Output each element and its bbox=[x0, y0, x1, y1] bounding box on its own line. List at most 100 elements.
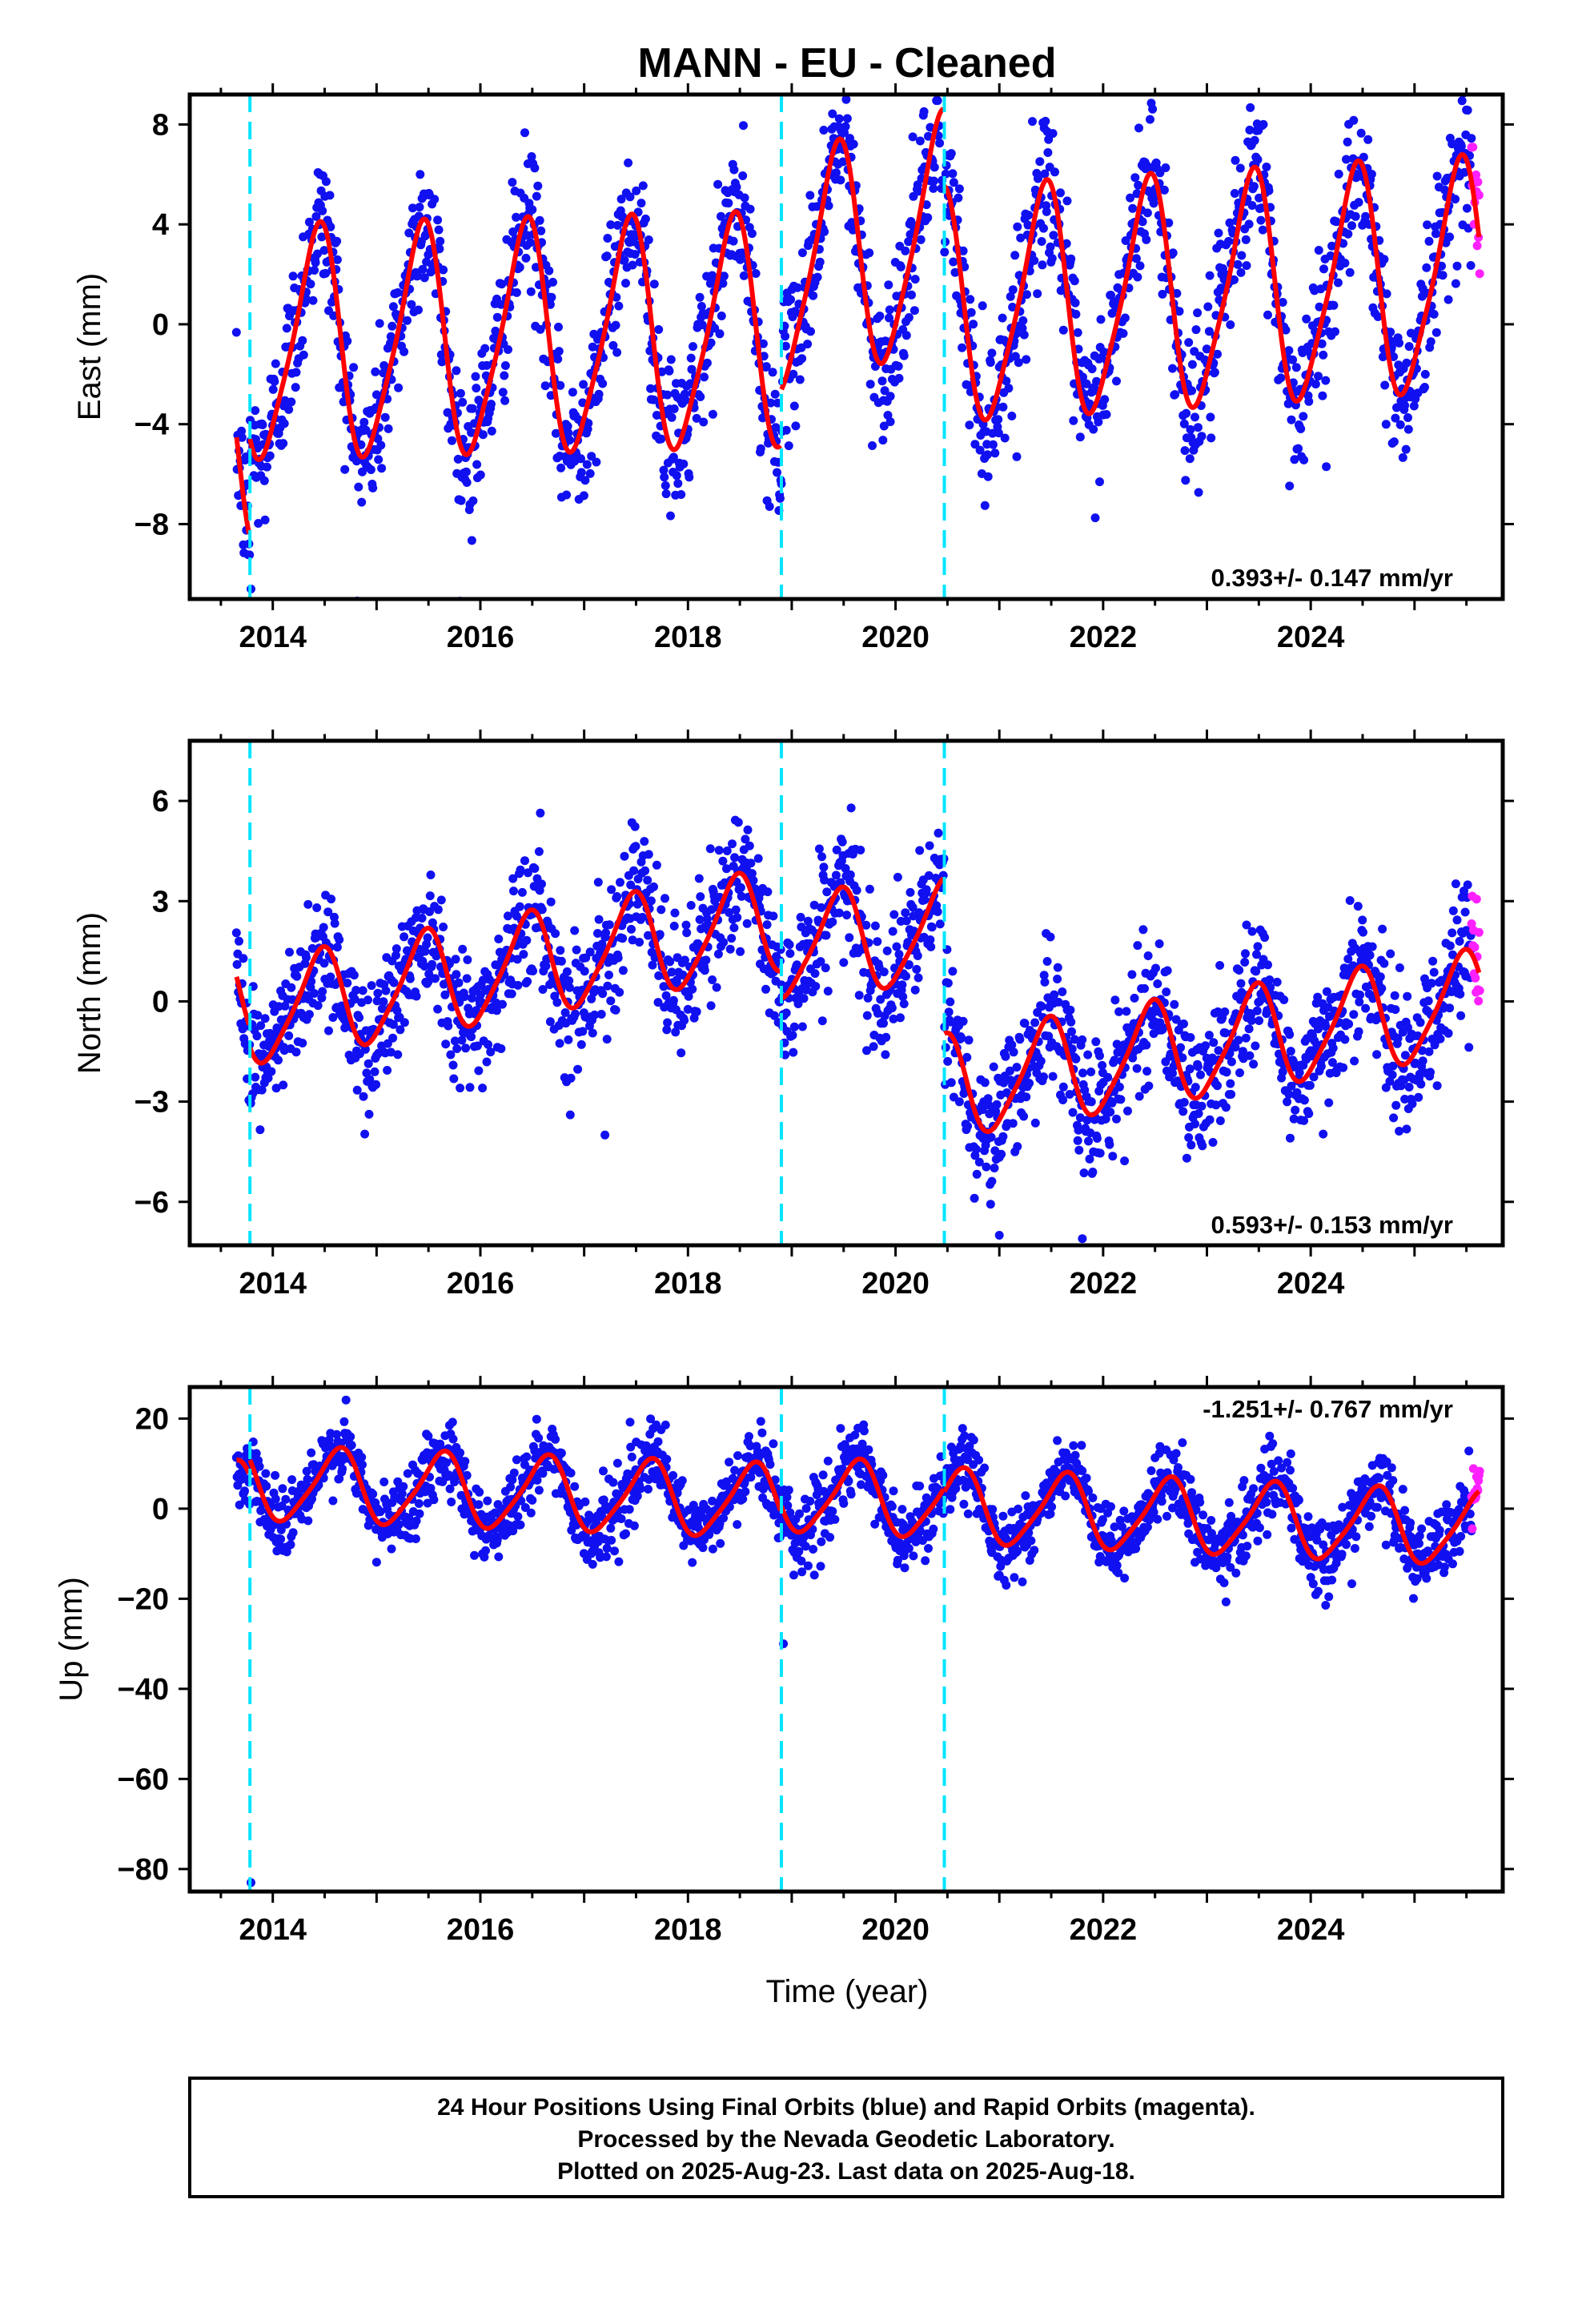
final-point bbox=[1088, 1168, 1098, 1176]
final-point bbox=[1203, 302, 1213, 312]
final-point bbox=[303, 899, 313, 909]
final-point bbox=[986, 1132, 996, 1142]
final-point bbox=[330, 919, 339, 928]
final-point bbox=[435, 244, 444, 254]
final-point bbox=[393, 287, 403, 297]
final-point bbox=[756, 444, 765, 453]
final-point bbox=[692, 1007, 701, 1016]
final-point bbox=[426, 870, 436, 879]
final-point bbox=[1265, 975, 1275, 984]
final-point bbox=[1233, 259, 1243, 269]
final-point bbox=[483, 1496, 492, 1506]
final-point bbox=[1356, 128, 1366, 138]
final-point bbox=[1451, 195, 1460, 204]
final-point bbox=[551, 428, 560, 438]
final-point bbox=[513, 980, 523, 990]
final-point bbox=[1065, 1090, 1074, 1099]
final-point bbox=[371, 1558, 381, 1567]
final-point bbox=[1186, 1140, 1196, 1150]
final-point bbox=[291, 368, 301, 377]
final-point bbox=[1242, 261, 1251, 271]
final-point bbox=[1013, 1142, 1022, 1152]
final-point bbox=[1182, 408, 1191, 418]
final-point bbox=[513, 1512, 523, 1522]
final-point bbox=[963, 1121, 973, 1131]
final-point bbox=[1030, 1018, 1040, 1027]
rapid-point bbox=[1474, 191, 1484, 200]
final-point bbox=[737, 891, 746, 901]
final-point bbox=[1120, 1156, 1130, 1166]
final-point bbox=[747, 869, 757, 879]
final-point bbox=[821, 963, 830, 973]
fit-curve bbox=[234, 976, 251, 1026]
final-point bbox=[1340, 259, 1350, 267]
final-point bbox=[845, 933, 854, 943]
final-point bbox=[1112, 1114, 1121, 1124]
final-point bbox=[611, 320, 620, 330]
final-point bbox=[666, 355, 676, 364]
final-point bbox=[1263, 960, 1272, 970]
final-point bbox=[653, 1437, 663, 1446]
final-point bbox=[1022, 290, 1031, 300]
final-point bbox=[1133, 941, 1142, 951]
final-point bbox=[954, 193, 963, 203]
final-point bbox=[706, 338, 716, 348]
final-point bbox=[817, 1016, 827, 1026]
final-point bbox=[326, 222, 335, 231]
final-point bbox=[789, 1047, 798, 1057]
final-point bbox=[1404, 342, 1414, 352]
final-point bbox=[741, 834, 750, 844]
final-point bbox=[494, 1552, 504, 1562]
final-point bbox=[1439, 185, 1449, 195]
final-point bbox=[383, 424, 393, 433]
final-point bbox=[1164, 218, 1174, 227]
final-point bbox=[238, 1468, 247, 1478]
final-point bbox=[636, 1484, 645, 1494]
final-point bbox=[428, 959, 437, 969]
final-point bbox=[656, 434, 666, 444]
final-point bbox=[630, 250, 640, 259]
final-point bbox=[907, 290, 916, 300]
final-point bbox=[884, 280, 893, 290]
final-point bbox=[1445, 1003, 1455, 1013]
final-point bbox=[894, 373, 904, 383]
final-point bbox=[302, 953, 311, 963]
final-point bbox=[468, 404, 477, 413]
final-point bbox=[1343, 955, 1353, 963]
final-point bbox=[1327, 241, 1337, 251]
final-point bbox=[1019, 330, 1029, 340]
final-point bbox=[665, 957, 675, 967]
final-point bbox=[541, 961, 551, 971]
final-point bbox=[1186, 424, 1195, 434]
final-point bbox=[854, 991, 864, 1000]
final-point bbox=[749, 875, 758, 885]
final-point bbox=[532, 191, 541, 201]
final-point bbox=[1066, 1005, 1075, 1015]
final-point bbox=[1429, 967, 1439, 977]
final-point bbox=[404, 1513, 414, 1522]
final-point bbox=[472, 460, 482, 469]
final-point bbox=[1074, 1125, 1083, 1135]
final-point bbox=[467, 1032, 476, 1042]
final-point bbox=[814, 844, 824, 854]
final-point bbox=[796, 912, 805, 922]
final-point bbox=[631, 842, 640, 851]
final-point bbox=[1415, 1018, 1425, 1027]
final-point bbox=[492, 1006, 501, 1015]
final-point bbox=[1112, 376, 1121, 386]
final-point bbox=[789, 1022, 799, 1031]
final-point bbox=[606, 996, 616, 1006]
final-point bbox=[570, 1482, 580, 1491]
rapid-point bbox=[1475, 269, 1484, 279]
final-point bbox=[1056, 188, 1065, 198]
final-point bbox=[1345, 896, 1355, 905]
final-point bbox=[877, 376, 887, 386]
final-point bbox=[896, 1013, 905, 1023]
final-point bbox=[669, 452, 678, 462]
final-point bbox=[1114, 1082, 1124, 1092]
final-point bbox=[1037, 1002, 1046, 1011]
final-point bbox=[1053, 963, 1062, 972]
final-point bbox=[672, 471, 681, 480]
final-point bbox=[680, 955, 689, 965]
final-point bbox=[761, 984, 770, 994]
